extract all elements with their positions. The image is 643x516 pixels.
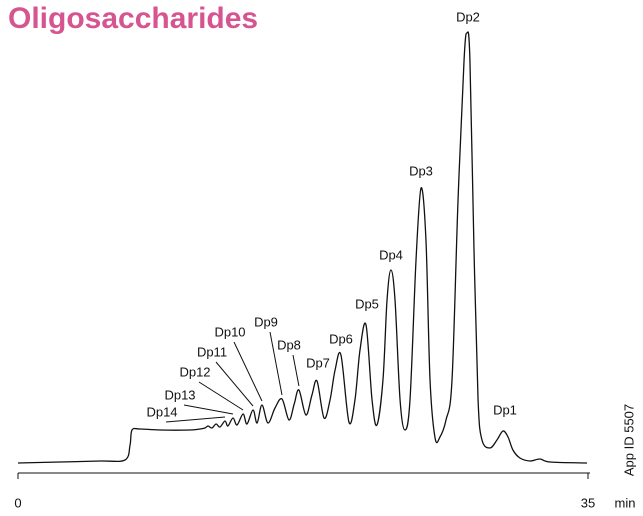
chart-title: Oligosaccharides (8, 2, 258, 35)
peak-label: Dp7 (306, 355, 330, 370)
peak-leader (269, 331, 283, 396)
app-id: App ID 5507 (621, 404, 636, 476)
peak-label: Dp12 (179, 364, 210, 379)
peak-label: Dp11 (197, 344, 227, 359)
chromatogram-trace (17, 31, 588, 464)
peak-leader (183, 404, 234, 415)
peak-label: Dp5 (355, 296, 379, 311)
peak-label: Dp3 (409, 163, 433, 178)
peak-leader (215, 361, 254, 407)
peak-label: Dp14 (146, 404, 177, 419)
peak-leader (198, 381, 244, 411)
peak-label: Dp8 (277, 337, 301, 352)
peak-leader (233, 341, 263, 402)
peak-label: Dp10 (214, 324, 245, 339)
x-axis-label: min (615, 495, 636, 510)
peak-leader (292, 354, 300, 387)
peak-label: Dp9 (254, 314, 278, 329)
peak-label: Dp6 (329, 331, 353, 346)
x-tick-label: 0 (14, 495, 21, 510)
x-tick-label: 35 (581, 495, 595, 510)
peak-label: Dp2 (456, 9, 480, 24)
peak-leader (165, 416, 226, 423)
peak-label: Dp1 (493, 402, 517, 417)
peak-label: Dp4 (379, 247, 403, 262)
peak-label: Dp13 (164, 387, 195, 402)
